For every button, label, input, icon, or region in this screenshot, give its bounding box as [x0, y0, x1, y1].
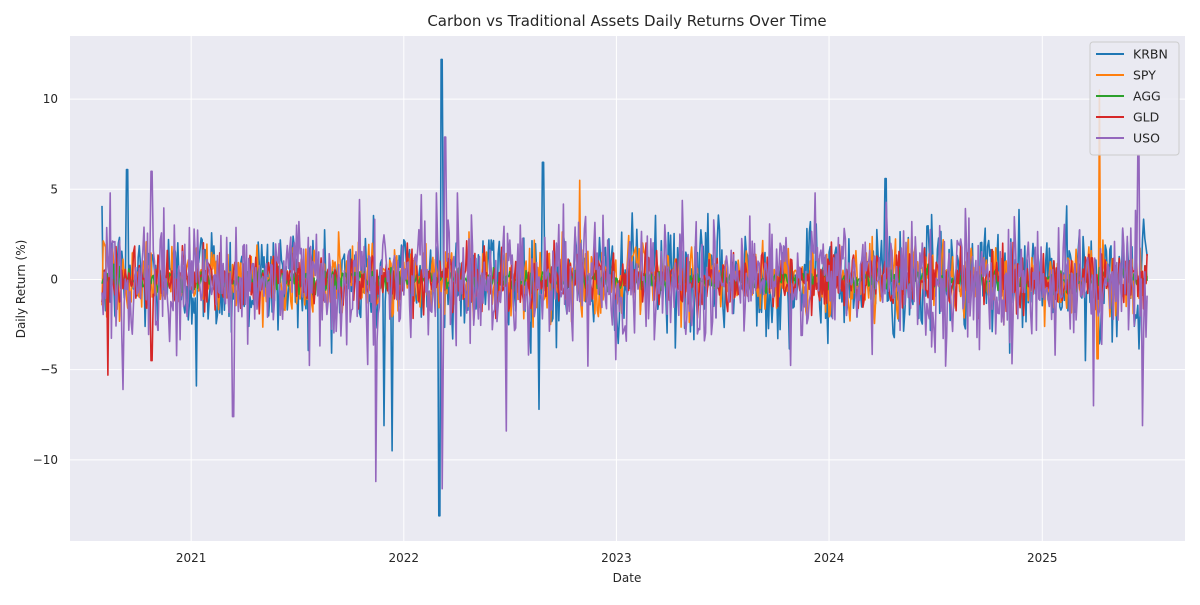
y-tick-label: −10: [33, 453, 58, 467]
legend-label-spy: SPY: [1133, 68, 1156, 83]
legend-box: [1089, 41, 1180, 156]
tick-labels: 2021 2022 2023 2024 2025 10 5 0 −5 −10: [33, 92, 1058, 565]
y-tick-label: −5: [40, 363, 58, 377]
legend-label-krbn: KRBN: [1133, 47, 1168, 62]
legend: KRBN SPY AGG GLD USO: [1089, 41, 1180, 156]
legend-label-gld: GLD: [1133, 110, 1159, 125]
x-tick-label: 2024: [814, 551, 845, 565]
y-tick-label: 0: [50, 272, 58, 286]
x-tick-label: 2025: [1027, 551, 1058, 565]
x-tick-label: 2023: [601, 551, 632, 565]
legend-label-agg: AGG: [1133, 89, 1161, 104]
x-tick-label: 2021: [176, 551, 207, 565]
chart-title: Carbon vs Traditional Assets Daily Retur…: [427, 12, 826, 30]
series-lines: [101, 58, 1148, 517]
series-line-uso: [101, 136, 1148, 490]
y-axis-label: Daily Return (%): [14, 240, 28, 339]
y-tick-label: 10: [43, 92, 58, 106]
legend-label-uso: USO: [1133, 131, 1160, 146]
x-tick-label: 2022: [389, 551, 420, 565]
y-tick-label: 5: [50, 182, 58, 196]
x-axis-label: Date: [613, 571, 642, 585]
